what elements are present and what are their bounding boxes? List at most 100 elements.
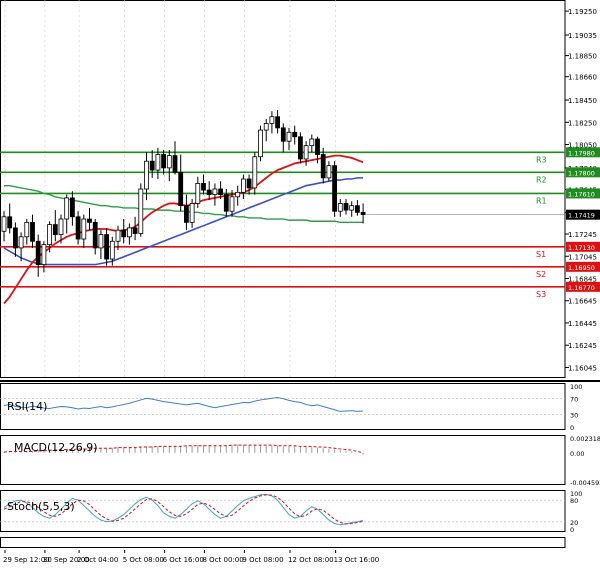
rsi-tick-label: 30	[570, 412, 578, 420]
candle-body	[354, 205, 360, 213]
candle-body	[121, 229, 127, 238]
rsi-tick-label: 70	[570, 395, 578, 403]
candle-body	[320, 154, 326, 179]
ma-mid-line	[3, 177, 364, 266]
level-name-r1: R1	[536, 196, 547, 205]
level-badge-s1	[566, 241, 600, 252]
candle-body	[64, 197, 70, 220]
panel-frame-4	[0, 537, 566, 548]
level-badge-r3	[566, 147, 600, 158]
candle-body	[183, 205, 189, 223]
stoch-tick-label: 0	[570, 526, 574, 534]
candle-body	[1, 216, 7, 232]
candle-body	[7, 216, 13, 229]
price-tick-label: 1.16245	[568, 342, 597, 350]
stoch-main-line	[3, 493, 364, 526]
candle-body	[223, 194, 229, 212]
panel-frame-2	[0, 435, 566, 485]
candle-body	[109, 240, 115, 260]
time-tick-label: 5 Oct 08:00	[123, 556, 164, 564]
level-name-s2: S2	[536, 270, 546, 279]
candle-body	[12, 227, 18, 249]
level-name-s3: S3	[536, 290, 546, 299]
level-badge-r1	[566, 188, 600, 199]
candle-body	[292, 131, 298, 138]
stoch-tick-label: 100	[570, 490, 582, 498]
price-tick-label: 1.16845	[568, 275, 597, 283]
level-name-r2: R2	[536, 175, 547, 184]
level-badge-s3	[566, 281, 600, 292]
rsi-line	[3, 396, 364, 412]
panel-frame-1	[0, 383, 566, 430]
time-tick-label: 9 Oct 08:00	[242, 556, 283, 564]
ma-slow-line	[4, 184, 364, 224]
price-tick-label: 1.18250	[568, 119, 597, 127]
candle-body	[275, 116, 281, 129]
level-name-s1: S1	[536, 250, 546, 259]
macd-tick-label: 0.00	[570, 450, 584, 458]
candle-body	[87, 218, 92, 223]
candle-body	[206, 189, 212, 195]
level-price-s3: 1.16770	[568, 284, 595, 292]
candle-body	[166, 155, 172, 169]
price-tick-label: 1.18450	[568, 97, 597, 105]
candle-body	[360, 211, 366, 215]
current-price-label: 1.17419	[568, 212, 595, 220]
candle-body	[161, 154, 167, 169]
stoch-tick-label: 80	[570, 497, 578, 505]
candle-body	[337, 203, 343, 212]
candle-body	[269, 116, 275, 124]
time-tick-label: 8 Oct 00:00	[203, 556, 244, 564]
candle-body	[252, 156, 258, 189]
level-badge-r2	[566, 167, 600, 178]
candle-body	[75, 216, 81, 240]
level-badge-s2	[566, 261, 600, 272]
stoch-label: Stoch(5,5,3)	[7, 500, 75, 513]
level-price-r1: 1.17610	[568, 190, 595, 198]
price-tick-label: 1.16445	[568, 320, 597, 328]
price-tick-label: 1.18660	[568, 74, 597, 82]
candle-body	[98, 234, 104, 249]
stoch-tick-label: 20	[570, 519, 578, 527]
price-tick-label: 1.17245	[568, 231, 597, 239]
ma-fast-line	[3, 154, 364, 305]
candle-body	[35, 240, 41, 266]
candle-body	[81, 218, 87, 240]
candle-body	[315, 138, 320, 155]
candle-body	[258, 129, 263, 158]
candle-body	[326, 165, 332, 179]
candle-body	[240, 178, 246, 193]
candle-body	[47, 224, 52, 245]
candle-body	[41, 244, 47, 266]
current-price-badge	[566, 209, 600, 220]
candle-body	[172, 155, 178, 173]
candle-body	[297, 136, 303, 160]
candle-body	[127, 227, 132, 238]
level-price-r2: 1.17800	[568, 169, 595, 177]
candle-body	[349, 205, 355, 211]
candle-body	[18, 236, 24, 249]
candle-body	[149, 160, 155, 171]
candle-body	[332, 165, 338, 212]
candle-body	[115, 229, 121, 242]
candle-body	[303, 145, 309, 160]
macd-label: MACD(12,26,9)	[14, 441, 98, 454]
candle-body	[30, 221, 35, 242]
stoch-signal-line	[3, 494, 364, 525]
time-tick-label: 6 Oct 16:00	[163, 556, 204, 564]
rsi-tick-label: 0	[570, 424, 574, 432]
candle-body	[309, 138, 315, 147]
level-price-s1: 1.17130	[568, 244, 595, 252]
level-price-r3: 1.17980	[568, 149, 595, 157]
time-tick-label: 13 Oct 16:00	[334, 556, 380, 564]
candle-body	[144, 160, 149, 190]
candle-body	[246, 178, 252, 189]
candle-body	[235, 191, 241, 198]
candle-body	[280, 127, 286, 142]
candle-body	[52, 224, 58, 235]
candle-body	[195, 183, 201, 204]
candle-body	[343, 203, 349, 211]
candle-body	[138, 188, 144, 234]
